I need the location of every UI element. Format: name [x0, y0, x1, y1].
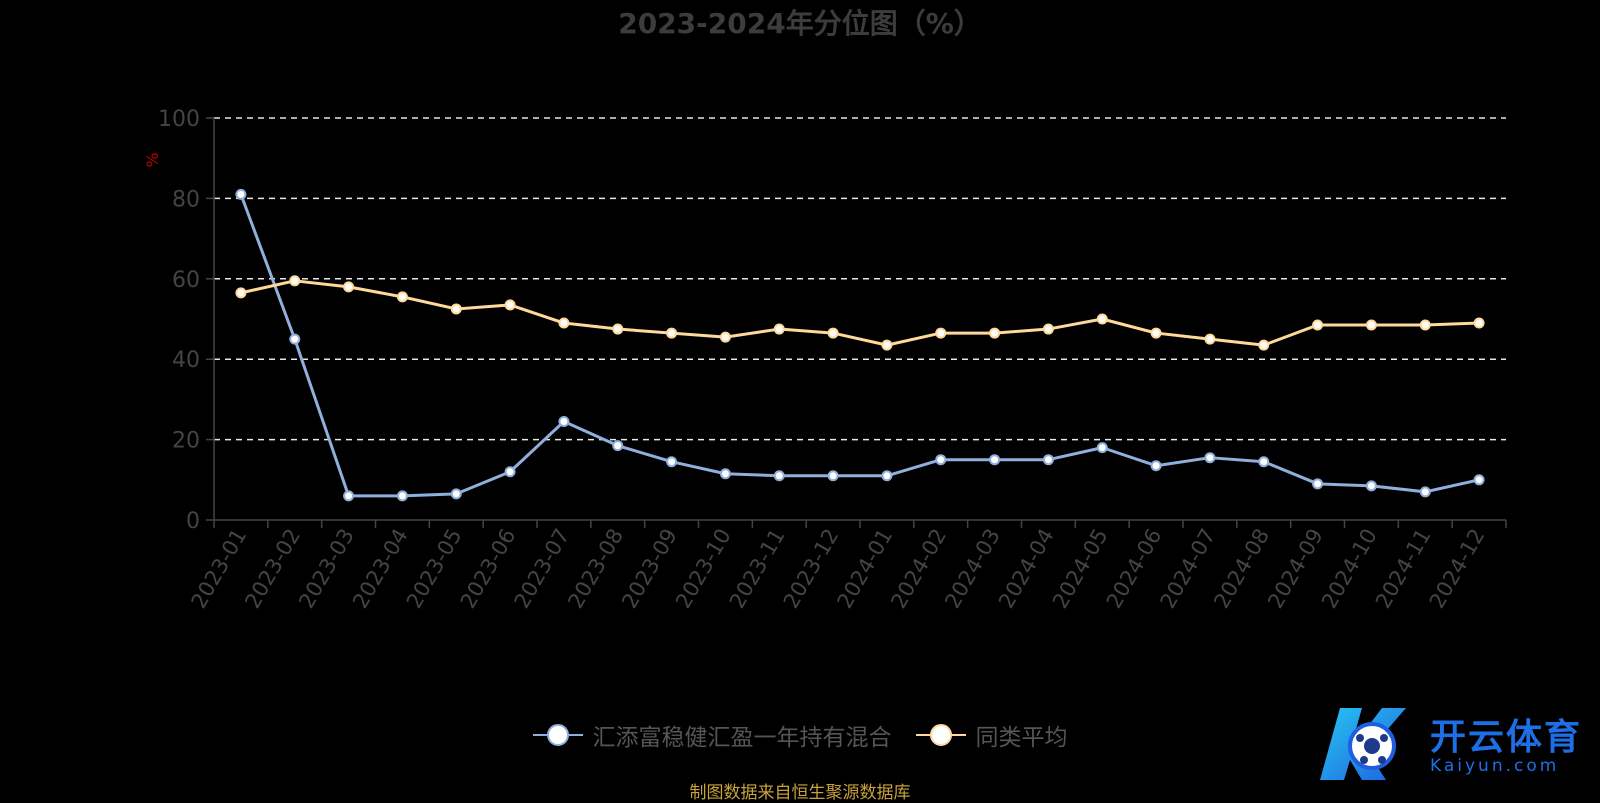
data-point-1	[612, 323, 624, 335]
y-tick-label: 0	[186, 509, 200, 534]
source-note: 制图数据来自恒生聚源数据库	[689, 783, 911, 803]
data-point-1	[1365, 319, 1377, 331]
data-point-0	[235, 188, 247, 200]
data-point-1	[989, 327, 1001, 339]
data-point-0	[666, 456, 678, 468]
data-point-1	[558, 317, 570, 329]
data-point-0	[773, 470, 785, 482]
legend-marker-average	[915, 723, 966, 747]
data-point-1	[1204, 333, 1216, 345]
data-point-0	[289, 333, 301, 345]
data-point-1	[1473, 317, 1485, 329]
data-point-0	[719, 468, 731, 480]
data-point-1	[450, 303, 462, 315]
data-point-1	[1312, 319, 1324, 331]
data-point-1	[719, 331, 731, 343]
data-point-1	[343, 281, 355, 293]
y-tick-label: 60	[172, 268, 200, 293]
data-point-0	[1258, 456, 1270, 468]
data-point-1	[289, 275, 301, 287]
data-point-0	[1473, 474, 1485, 486]
data-point-1	[1419, 319, 1431, 331]
kaiyun-logo	[1320, 708, 1406, 780]
y-tick-label: 40	[172, 348, 200, 373]
y-axis-label: %	[143, 152, 162, 167]
y-tick-label: 100	[158, 107, 200, 132]
data-point-0	[881, 470, 893, 482]
data-point-0	[558, 416, 570, 428]
data-point-0	[343, 490, 355, 502]
y-tick-label: 80	[172, 187, 200, 212]
data-point-0	[1042, 454, 1054, 466]
watermark-domain: Kaiyun.com	[1430, 756, 1560, 776]
legend: 汇添富稳健汇盈一年持有混合 同类平均	[0, 718, 1600, 752]
data-point-1	[504, 299, 516, 311]
data-point-1	[666, 327, 678, 339]
series-line-1	[240, 279, 1480, 347]
data-point-0	[396, 490, 408, 502]
legend-item-average[interactable]: 同类平均	[915, 718, 1068, 752]
data-point-1	[935, 327, 947, 339]
data-point-1	[827, 327, 839, 339]
data-point-0	[1312, 478, 1324, 490]
data-point-1	[1258, 339, 1270, 351]
data-point-0	[1365, 480, 1377, 492]
data-point-1	[881, 339, 893, 351]
data-point-0	[612, 440, 624, 452]
data-point-1	[1096, 313, 1108, 325]
data-point-0	[450, 488, 462, 500]
line-chart: 020406080100%2023-012023-022023-032023-0…	[143, 107, 1507, 612]
watermark-brand: 开云体育	[1430, 717, 1583, 758]
legend-marker-fund	[532, 723, 583, 747]
data-point-1	[773, 323, 785, 335]
data-point-0	[827, 470, 839, 482]
data-point-0	[935, 454, 947, 466]
data-point-0	[504, 466, 516, 478]
series-line-0	[239, 193, 1480, 498]
chart-title: 2023-2024年分位图（%）	[618, 7, 982, 40]
data-point-0	[1150, 460, 1162, 472]
data-point-1	[396, 291, 408, 303]
legend-label-average: 同类平均	[975, 725, 1068, 751]
data-point-0	[989, 454, 1001, 466]
data-point-0	[1096, 442, 1108, 454]
data-point-1	[1042, 323, 1054, 335]
legend-label-fund: 汇添富稳健汇盈一年持有混合	[592, 725, 892, 751]
legend-item-fund[interactable]: 汇添富稳健汇盈一年持有混合	[532, 718, 892, 752]
y-tick-label: 20	[172, 429, 200, 454]
data-point-1	[1150, 327, 1162, 339]
data-point-0	[1204, 452, 1216, 464]
data-point-1	[235, 287, 247, 299]
data-point-0	[1419, 486, 1431, 498]
